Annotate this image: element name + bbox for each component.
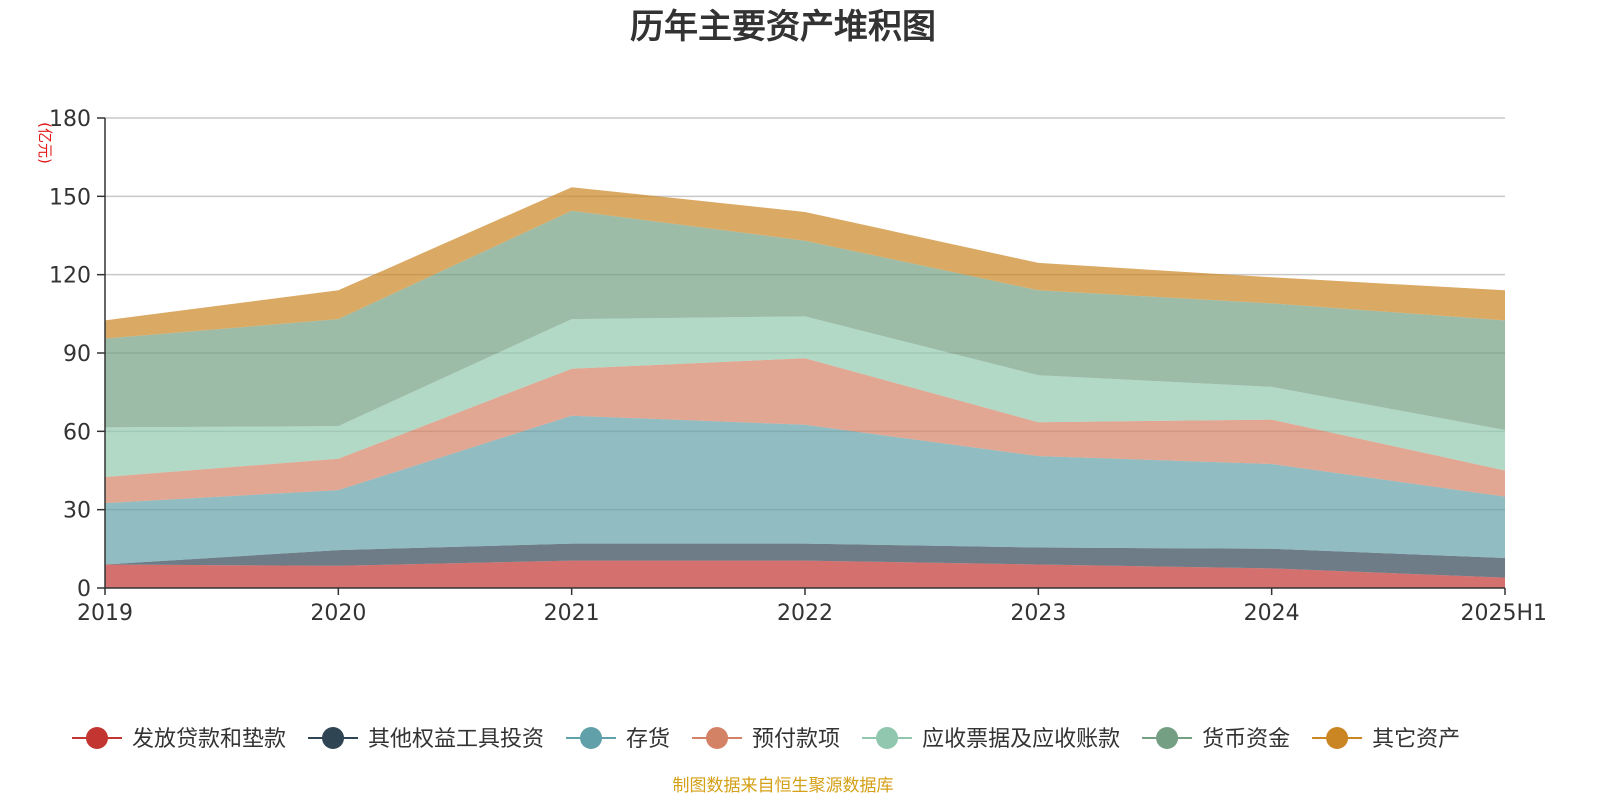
legend-marker [876, 727, 899, 749]
legend-marker [1156, 727, 1179, 749]
y-axis-unit: (亿元) [36, 122, 54, 164]
x-tick-label: 2025H1 [1460, 601, 1547, 626]
x-tick-label: 2023 [1010, 601, 1066, 626]
chart-title: 历年主要资产堆积图 [630, 7, 936, 47]
x-tick-label: 2022 [777, 601, 833, 626]
x-tick-label: 2020 [310, 601, 366, 626]
y-tick-label: 150 [49, 185, 91, 210]
y-tick-label: 180 [49, 107, 91, 132]
legend-marker [86, 727, 108, 749]
y-tick-label: 90 [63, 342, 91, 367]
area-series-6 [105, 210, 1505, 430]
legend-item-label: 存货 [626, 727, 670, 752]
x-tick-label: 2021 [544, 601, 600, 626]
legend-marker [706, 727, 729, 749]
legend-marker [1326, 727, 1349, 749]
area-series-2 [105, 543, 1505, 578]
area-series-1 [105, 560, 1505, 588]
x-tick-label: 2024 [1244, 601, 1300, 626]
x-tick-label: 2019 [77, 601, 133, 626]
area-series [105, 187, 1505, 588]
area-series-5 [105, 316, 1505, 477]
legend-marker [580, 727, 603, 749]
area-series-3 [105, 415, 1505, 565]
legend-item-label: 应收票据及应收账款 [922, 727, 1120, 752]
legend-item-label: 预付款项 [752, 727, 840, 752]
area-series-7 [105, 187, 1505, 339]
axes: 0 30 60 90 120 150 180 2019 2020 2021 2022 2023 2024… [49, 107, 1547, 626]
legend-item-label: 货币资金 [1202, 727, 1290, 752]
legend-item-label: 发放贷款和垫款 [132, 727, 286, 752]
y-tick-label: 120 [49, 264, 91, 289]
y-tick-label: 0 [77, 577, 91, 602]
y-tick-label: 60 [63, 420, 91, 445]
y-tick-label: 30 [63, 499, 91, 524]
legend-item-label: 其它资产 [1372, 727, 1460, 752]
legend-marker [322, 727, 345, 749]
area-series-4 [105, 358, 1505, 504]
source-note: 制图数据来自恒生聚源数据库 [673, 776, 894, 796]
legend-item-label: 其他权益工具投资 [368, 727, 544, 752]
legend: 发放贷款和垫款 其他权益工具投资 存货 预付款项 应收票据及应收账款 货币资金 其它资产 [72, 727, 1460, 752]
